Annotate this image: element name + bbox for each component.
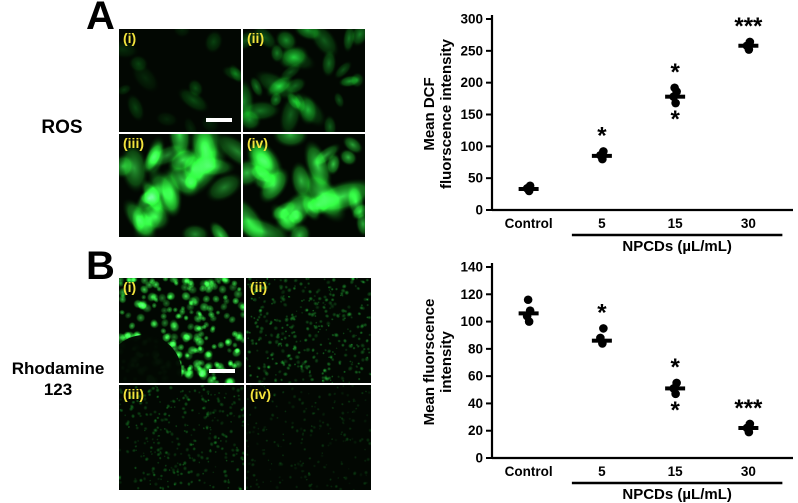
micrograph-grid-b: (i) (ii) (iii) (iv) (119, 278, 371, 490)
svg-text:*: * (597, 299, 607, 326)
micrograph-canvas (243, 134, 365, 237)
micrograph-a-i: (i) (119, 29, 241, 132)
svg-text:100: 100 (460, 314, 483, 329)
svg-text:200: 200 (460, 75, 483, 90)
svg-text:*: * (670, 106, 680, 133)
micrograph-label: (iv) (250, 386, 271, 402)
micrograph-canvas (119, 278, 244, 383)
svg-text:*: * (597, 122, 607, 149)
micrograph-b-iv: (iv) (246, 385, 371, 490)
panel-a-letter: A (86, 0, 115, 38)
svg-text:80: 80 (468, 341, 483, 356)
micrograph-label: (ii) (250, 279, 268, 295)
micrograph-b-i: (i) (119, 278, 244, 383)
svg-text:*: * (670, 354, 680, 381)
micrograph-label: (iii) (123, 386, 144, 402)
svg-text:NPCDs (µL/mL): NPCDs (µL/mL) (622, 486, 731, 503)
micrograph-a-iv: (iv) (243, 134, 365, 237)
svg-text:*: * (670, 397, 680, 424)
svg-text:120: 120 (460, 287, 483, 302)
micrograph-canvas (246, 278, 371, 383)
micrograph-canvas (246, 385, 371, 490)
svg-text:NPCDs (µL/mL): NPCDs (µL/mL) (622, 238, 731, 255)
svg-text:*: * (670, 59, 680, 86)
svg-text:0: 0 (475, 451, 483, 466)
scale-bar (206, 118, 232, 122)
svg-text:20: 20 (468, 423, 483, 438)
svg-text:150: 150 (460, 107, 483, 122)
svg-text:140: 140 (460, 260, 483, 275)
svg-text:Control: Control (505, 216, 553, 231)
svg-text:300: 300 (460, 12, 483, 27)
micrograph-canvas (119, 29, 241, 132)
micrograph-grid-a: (i) (ii) (iii) (iv) (119, 29, 365, 237)
chart-ros-scatter: 0 50 100 150 200 250 300 Control * 5 * * 15 *** 30 NPCD… (460, 12, 793, 255)
micrograph-canvas (243, 29, 365, 132)
svg-text:***: *** (734, 395, 763, 422)
svg-text:60: 60 (468, 369, 483, 384)
svg-text:5: 5 (598, 216, 606, 231)
micrograph-label: (i) (123, 30, 137, 46)
svg-text:***: *** (734, 13, 763, 40)
svg-text:30: 30 (741, 216, 756, 231)
svg-text:15: 15 (668, 464, 684, 479)
micrograph-canvas (119, 385, 244, 490)
micrograph-canvas (119, 134, 241, 237)
chart-rhodamine-scatter: 0 20 40 60 80 100 120 140 Control * 5 * * 15 *** 30 NPCD… (460, 260, 793, 503)
svg-text:15: 15 (668, 216, 684, 231)
micrograph-label: (ii) (247, 30, 265, 46)
micrograph-a-iii: (iii) (119, 134, 241, 237)
micrograph-label: (iii) (123, 135, 144, 151)
micrograph-label: (i) (123, 279, 137, 295)
svg-text:Control: Control (505, 464, 553, 479)
svg-text:5: 5 (598, 464, 606, 479)
scale-bar (209, 369, 235, 373)
svg-text:30: 30 (741, 464, 756, 479)
svg-text:100: 100 (460, 139, 483, 154)
row-label-ros: ROS (41, 117, 83, 138)
row-label-rhodamine: Rhodamine 123 (11, 359, 105, 400)
micrograph-label: (iv) (247, 135, 268, 151)
micrograph-b-iii: (iii) (119, 385, 244, 490)
micrograph-b-ii: (ii) (246, 278, 371, 383)
svg-text:250: 250 (460, 43, 483, 58)
svg-text:50: 50 (468, 171, 483, 186)
svg-text:40: 40 (468, 396, 483, 411)
panel-b-letter: B (86, 244, 115, 288)
micrograph-a-ii: (ii) (243, 29, 365, 132)
svg-text:0: 0 (475, 203, 483, 218)
